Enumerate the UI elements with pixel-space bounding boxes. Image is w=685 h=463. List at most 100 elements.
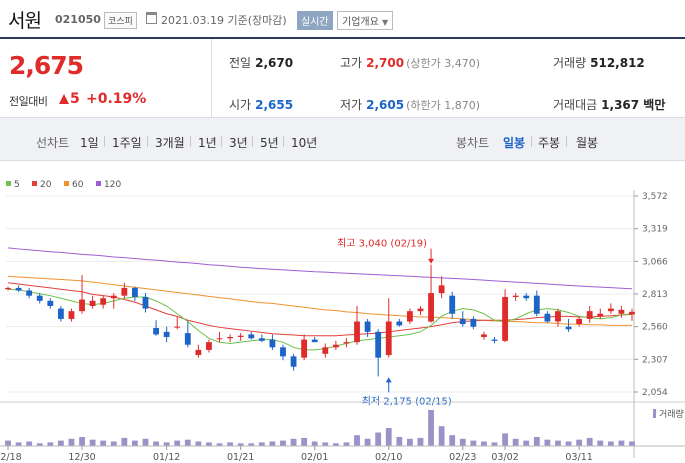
company-info-dropdown[interactable]: 기업개요 ▼ [337,11,394,30]
tab-monthly[interactable]: 월봉 [576,136,599,150]
current-price: 2,675 [9,51,84,80]
candle-body [89,300,96,307]
candle-body [417,308,424,312]
tab-separator [221,136,222,147]
volume-bar [354,435,360,446]
candle-body [68,311,75,319]
candle-body [280,347,286,357]
volume-bar [607,441,614,446]
volume-bar [459,438,466,446]
candle-body [47,300,54,307]
chevron-down-icon: ▼ [382,18,389,27]
open-value: 2,655 [255,98,294,112]
prev-value: 2,670 [255,56,294,70]
tab-period-3y[interactable]: 3년 [229,136,248,150]
volume-bar [100,440,107,446]
volume-bar [533,437,540,446]
tab-period-1d[interactable]: 1일 [80,136,99,150]
volume-label: 거래량 [553,56,587,70]
volume-bar [110,441,117,446]
volume-bar [153,441,159,446]
volume-bar [248,443,255,446]
candle-body [512,295,519,297]
candle-body [121,287,128,296]
stock-name: 서원 [8,10,42,32]
candle-body [79,299,85,312]
volume-bar [544,439,551,446]
volume-bar [142,438,149,446]
volume-bar [79,437,85,446]
y-tick-label: 2,560 [642,323,668,333]
candle-body [385,321,392,356]
min-price-label: 최저 2,175 (02/15) [362,395,452,407]
legend-swatch [96,181,101,186]
volume-bar [258,442,265,446]
max-arrow-icon [428,258,435,264]
y-tick-label: 2,054 [642,388,668,398]
candle-body [533,295,540,314]
volume-bar [618,440,625,446]
open-label: 시가 [229,98,252,112]
candle-body [322,347,329,354]
volume-bar [438,426,445,446]
company-info-label: 기업개요 [342,17,379,28]
x-tick-label: 02/01 [301,452,328,463]
candle-body [57,308,64,319]
tab-weekly[interactable]: 주봉 [538,136,561,150]
tab-period-10y[interactable]: 10년 [291,136,318,150]
tab-period-5y[interactable]: 5년 [260,136,279,150]
volume-legend-swatch [653,409,656,418]
chart-grid [6,195,634,393]
stock-code: 021050 [55,13,101,26]
candle-body [523,295,530,299]
legend-label: 60 [72,180,84,190]
candle-body [576,318,583,325]
candle-body [470,318,477,327]
volume-bar [121,437,128,446]
volume-value: 512,812 [590,56,645,70]
moving-average-ma5 [7,288,633,351]
upper-limit: (상한가 3,470) [406,57,480,70]
tab-candle-chart[interactable]: 봉차트 [456,136,490,150]
volume-bar [576,439,583,446]
volume-bar [343,442,350,446]
amount-label: 거래대금 [553,98,598,112]
volume-bar [174,440,181,446]
legend-swatch [32,181,37,186]
candle-body [332,344,339,348]
candle-body [311,339,318,343]
tab-daily[interactable]: 일봉 [503,136,526,150]
candle-body [174,326,181,328]
candle-body [597,313,604,317]
legend-label: 120 [104,180,121,190]
tab-separator [531,136,532,147]
candle-body [184,333,191,345]
high-price: 고가 2,700 (상한가 3,470) [340,54,480,71]
summary-divider [211,39,212,117]
volume-bars: 거래량 [0,401,685,447]
candle-body [15,287,22,291]
volume-bar [269,441,276,446]
volume-bar [184,439,191,446]
y-tick-label: 2,307 [642,355,668,365]
candle-body [5,287,11,290]
high-label: 고가 [340,56,363,70]
realtime-button[interactable]: 실시간 [297,11,333,30]
tab-period-1y[interactable]: 1년 [198,136,217,150]
tab-line-chart[interactable]: 선차트 [36,136,70,150]
market-badge: 코스피 [104,12,137,29]
tab-period-3m[interactable]: 3개월 [155,136,185,150]
volume-bar [311,441,318,446]
volume-bar [163,442,170,446]
volume-bar [280,440,286,446]
legend-label: 5 [14,180,20,190]
header-divider [0,37,685,39]
price-summary: 2,675 전일대비 5 +0.19% 전일 2,670 고가 2,700 (상한가 … [0,39,685,117]
moving-average-ma120 [7,247,633,290]
base-date: 2021.03.19 기준(장마감) [161,14,287,27]
tab-period-1w[interactable]: 1주일 [112,136,142,150]
volume-bar [332,443,339,446]
candle-body [428,293,434,322]
candle-body [248,334,255,339]
candle-body [449,295,456,314]
